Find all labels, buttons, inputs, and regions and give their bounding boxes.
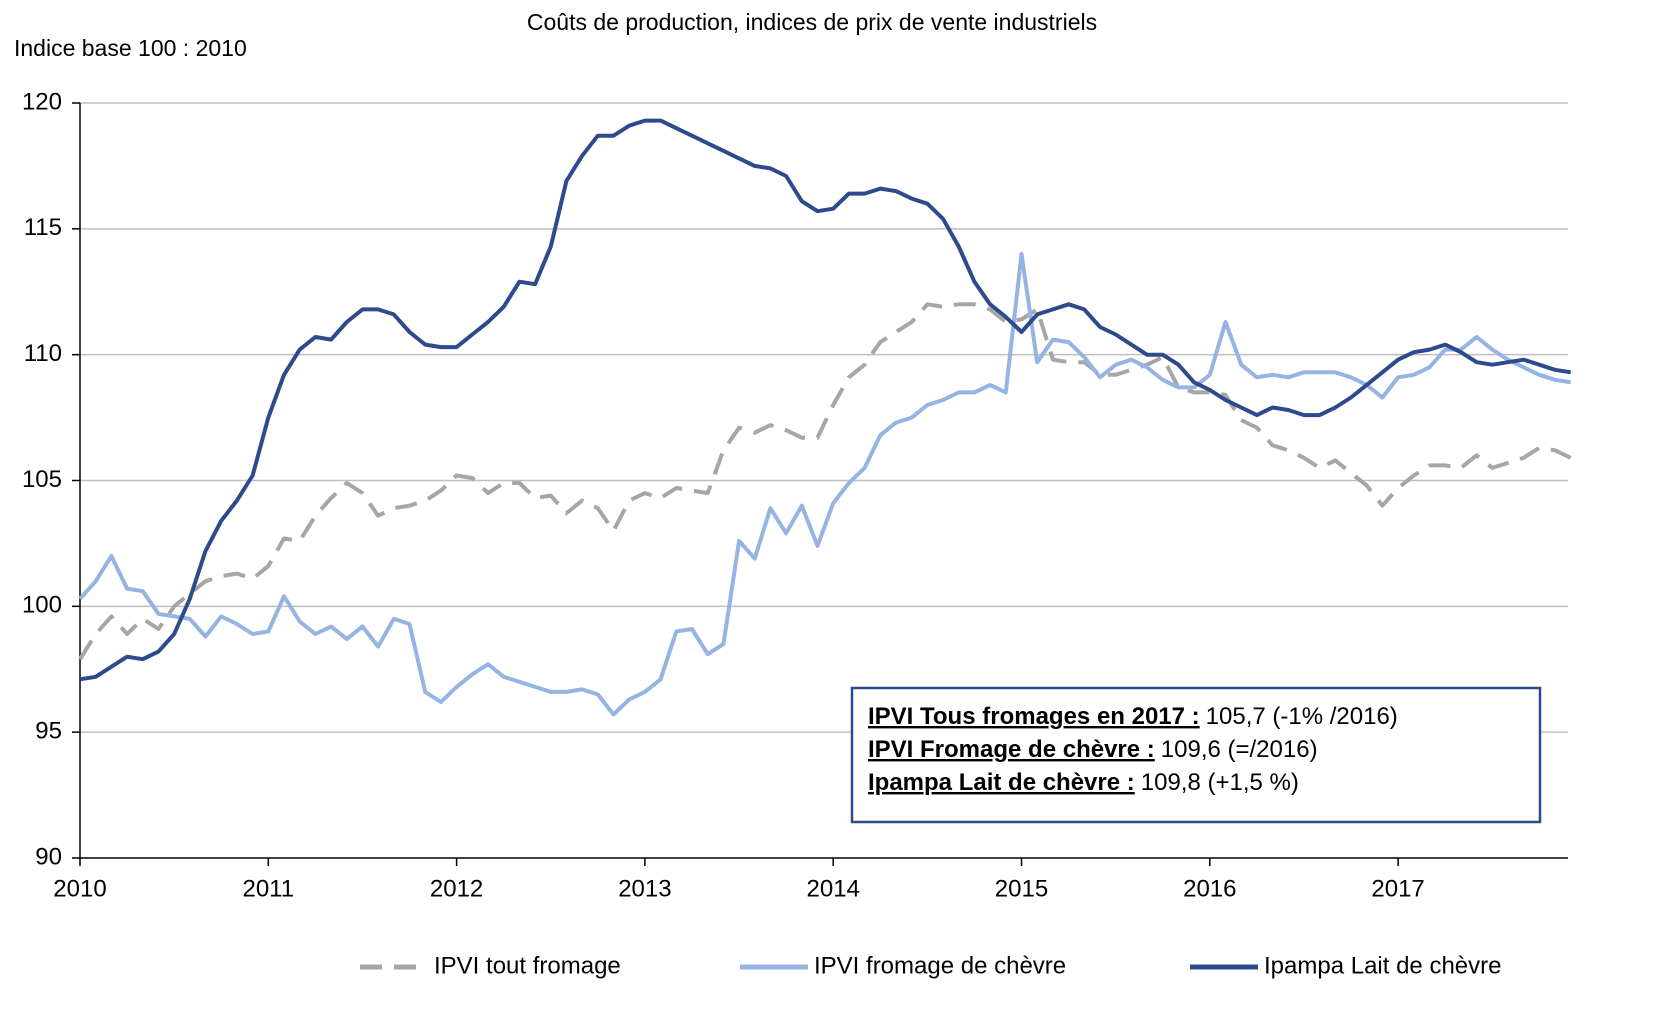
x-tick-label: 2011	[242, 875, 294, 902]
legend-label: IPVI fromage de chèvre	[814, 952, 1066, 979]
series-line	[78, 252, 1572, 717]
annotation-label: Ipampa Lait de chèvre :	[868, 769, 1135, 796]
legend-label: IPVI tout fromage	[434, 952, 621, 979]
annotation-line: IPVI Fromage de chèvre :109,6 (=/2016)	[868, 736, 1318, 763]
annotation-box	[850, 686, 1542, 824]
x-tick-label: 2012	[430, 875, 483, 902]
y-tick-label: 95	[35, 718, 62, 745]
series-line	[79, 118, 1572, 682]
y-tick-label: 120	[22, 88, 62, 115]
x-tick-label: 2010	[53, 875, 106, 902]
annotation-label: IPVI Tous fromages en 2017 :	[868, 703, 1200, 730]
annotation-line: Ipampa Lait de chèvre :109,8 (+1,5 %)	[868, 769, 1299, 796]
x-tick-label: 2015	[995, 875, 1048, 902]
annotation-text: 109,8 (+1,5 %)	[1141, 769, 1299, 796]
y-tick-label: 100	[22, 592, 62, 619]
series-line	[78, 302, 1572, 661]
x-tick-label: 2017	[1371, 875, 1424, 902]
y-axis-label: Indice base 100 : 2010	[14, 35, 247, 61]
annotation-text: 109,6 (=/2016)	[1161, 736, 1318, 763]
legend-label: Ipampa Lait de chèvre	[1264, 952, 1501, 979]
y-tick-label: 110	[24, 340, 62, 367]
x-tick-label: 2013	[618, 875, 671, 902]
annotation-label: IPVI Fromage de chèvre :	[868, 736, 1155, 763]
y-tick-label: 105	[22, 466, 62, 493]
annotation-line: IPVI Tous fromages en 2017 :105,7 (-1% /…	[868, 703, 1398, 730]
chart-title: Coûts de production, indices de prix de …	[527, 9, 1097, 35]
y-tick-label: 115	[24, 214, 62, 241]
annotation-text: 105,7 (-1% /2016)	[1206, 703, 1398, 730]
y-tick-label: 90	[35, 843, 62, 870]
x-tick-label: 2016	[1183, 875, 1236, 902]
x-tick-label: 2014	[807, 875, 860, 902]
